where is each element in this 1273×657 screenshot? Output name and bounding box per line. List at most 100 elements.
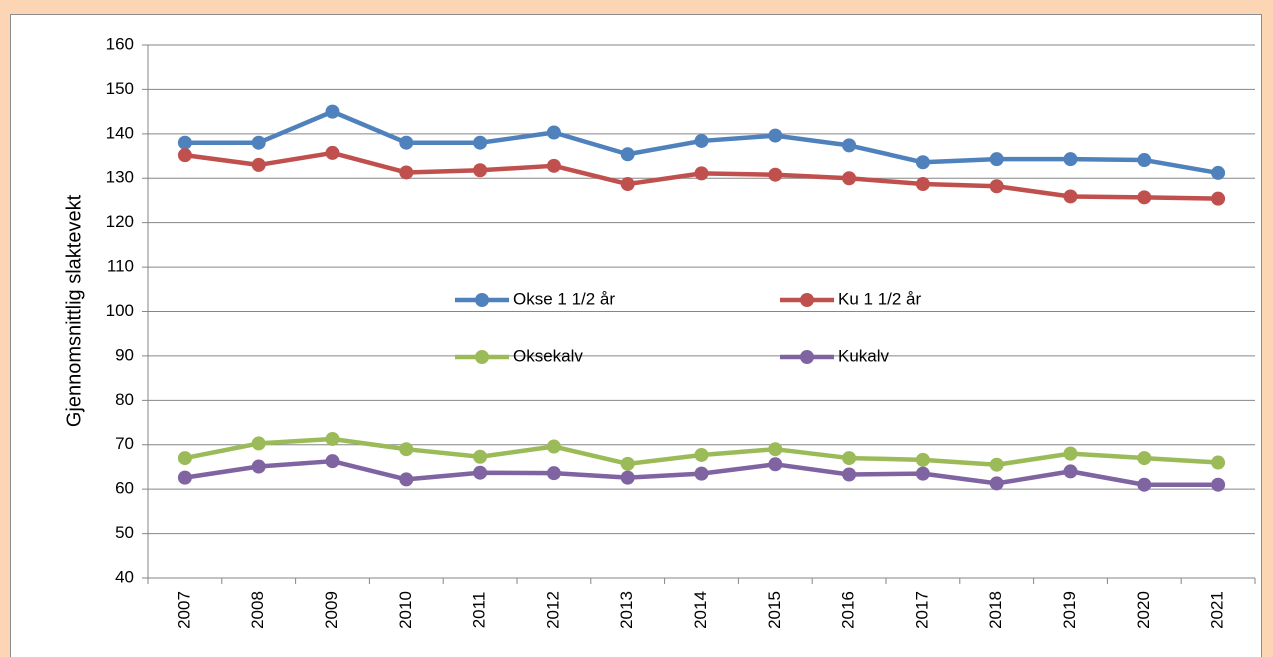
data-point	[251, 135, 266, 150]
data-point	[1063, 446, 1078, 461]
data-point	[842, 138, 857, 153]
y-tick-label: 130	[106, 168, 134, 187]
x-tick-label: 2016	[839, 591, 858, 629]
x-tick-label: 2017	[912, 591, 931, 629]
plot: 40 50 60 70 80 90 100 110 120 130 140 150 160 2007 200…	[106, 34, 1256, 629]
data-point	[399, 165, 414, 180]
legend-label: Oksekalv	[513, 346, 583, 365]
data-point	[1063, 189, 1078, 204]
data-point	[399, 135, 414, 150]
data-point	[915, 452, 930, 467]
x-tick-label: 2021	[1208, 591, 1227, 629]
x-tick-label: 2011	[470, 592, 489, 629]
data-point	[473, 449, 488, 464]
legend-label: Ku 1 1/2 år	[838, 289, 922, 308]
data-point	[989, 457, 1004, 472]
x-tick-label: 2008	[248, 591, 267, 629]
data-point	[177, 135, 192, 150]
data-point	[177, 451, 192, 466]
x-tick-label: 2019	[1060, 591, 1079, 629]
data-point	[399, 472, 414, 487]
data-point	[1211, 477, 1226, 492]
data-point	[694, 466, 709, 481]
legend-marker	[800, 293, 814, 307]
data-point	[546, 158, 561, 173]
data-point	[989, 152, 1004, 167]
data-point	[694, 133, 709, 148]
data-point	[177, 148, 192, 163]
data-point	[251, 459, 266, 474]
data-point	[989, 476, 1004, 491]
x-tick-label: 2007	[174, 591, 193, 629]
data-point	[842, 171, 857, 186]
y-tick-label: 70	[115, 434, 134, 453]
x-tick-label: 2020	[1134, 591, 1153, 629]
data-point	[1137, 153, 1152, 168]
y-axis-label: Gjennomsnittlig slaktevekt	[63, 194, 85, 427]
data-point	[1137, 477, 1152, 492]
data-point	[546, 125, 561, 140]
data-point	[842, 451, 857, 466]
data-point	[620, 147, 635, 162]
data-point	[842, 467, 857, 482]
x-tick-label: 2009	[322, 591, 341, 629]
y-tick-label: 160	[106, 34, 134, 53]
data-point	[1063, 152, 1078, 167]
data-point	[1211, 165, 1226, 180]
data-point	[325, 104, 340, 119]
data-point	[546, 439, 561, 454]
data-point	[325, 431, 340, 446]
legend-marker	[800, 350, 814, 364]
x-tick-label: 2018	[986, 591, 1005, 629]
data-point	[768, 128, 783, 143]
y-tick-label: 100	[106, 301, 134, 320]
y-tick-label: 60	[115, 479, 134, 498]
data-point	[473, 163, 488, 178]
data-point	[694, 166, 709, 181]
y-tick-label: 80	[115, 390, 134, 409]
y-tick-label: 40	[115, 567, 134, 586]
data-point	[251, 157, 266, 172]
data-point	[694, 447, 709, 462]
y-tick-label: 120	[106, 212, 134, 231]
x-tick-label: 2010	[396, 591, 415, 629]
data-point	[177, 470, 192, 485]
data-point	[473, 465, 488, 480]
legend-label: Okse 1 1/2 år	[513, 289, 615, 308]
data-point	[915, 155, 930, 170]
data-point	[1211, 455, 1226, 470]
data-point	[620, 456, 635, 471]
y-tick-label: 50	[115, 523, 134, 542]
data-point	[989, 179, 1004, 194]
data-point	[768, 167, 783, 182]
y-tick-label: 140	[106, 123, 134, 142]
data-point	[325, 145, 340, 160]
y-tick-label: 110	[107, 257, 134, 276]
legend-label: Kukalv	[838, 346, 890, 365]
legend: Okse 1 1/2 år Ku 1 1/2 år Oksekalv Kukalv	[455, 289, 922, 365]
y-tick-label: 90	[115, 345, 134, 364]
data-point	[768, 442, 783, 457]
data-point	[546, 466, 561, 481]
data-point	[1211, 191, 1226, 206]
x-tick-label: 2013	[617, 591, 636, 629]
chart-area	[10, 14, 1262, 657]
data-point	[768, 457, 783, 472]
data-point	[620, 470, 635, 485]
data-point	[915, 177, 930, 192]
legend-marker	[475, 293, 489, 307]
data-point	[1137, 451, 1152, 466]
x-tick-label: 2012	[543, 591, 562, 629]
y-tick-label: 150	[106, 79, 134, 98]
legend-marker	[475, 350, 489, 364]
data-point	[915, 466, 930, 481]
data-point	[1137, 190, 1152, 205]
data-point	[399, 442, 414, 457]
data-point	[251, 436, 266, 451]
data-point	[620, 177, 635, 192]
data-point	[1063, 464, 1078, 479]
x-tick-label: 2015	[765, 591, 784, 629]
data-point	[325, 454, 340, 469]
